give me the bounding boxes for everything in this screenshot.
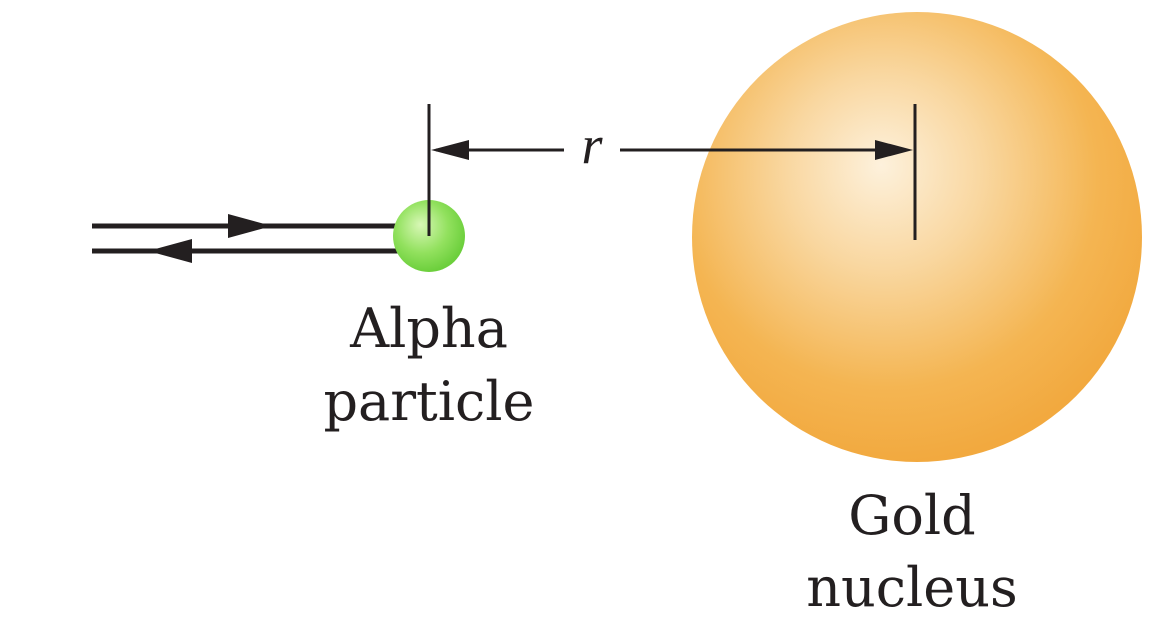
gold-nucleus [692, 12, 1142, 462]
distance-right-arrowhead-icon [875, 140, 913, 160]
distance-label: r [581, 115, 603, 175]
alpha-label-line1: Alpha [349, 297, 508, 360]
nucleus-label-line1: Gold [848, 484, 976, 547]
incoming-arrowhead-icon [228, 214, 272, 238]
returning-arrowhead-icon [148, 239, 192, 263]
distance-marker [427, 104, 917, 240]
alpha-label-line2: particle [323, 370, 534, 433]
distance-left-arrowhead-icon [431, 140, 469, 160]
nucleus-label-line2: nucleus [806, 556, 1018, 619]
